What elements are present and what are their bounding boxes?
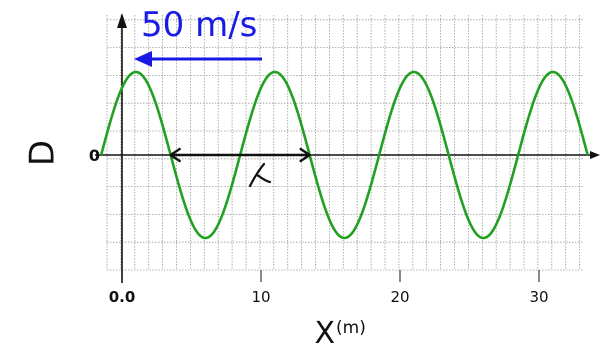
x-tick-marks	[121, 270, 540, 282]
y-zero-label: 0	[89, 146, 100, 165]
x-tick-label: 30	[529, 288, 548, 306]
wave-curve	[99, 70, 589, 240]
x-tick-labels: 0.0 10 20 30	[109, 288, 549, 306]
x-axis-label: X	[314, 316, 335, 347]
x-tick-label: 0.0	[109, 288, 136, 306]
speed-label: 50 m/s	[141, 5, 257, 45]
x-axis-unit: (m)	[336, 318, 366, 338]
speed-arrowhead	[134, 51, 152, 67]
lambda-symbol	[248, 162, 272, 188]
x-tick-label: 20	[390, 288, 409, 306]
y-axis-label: D	[23, 140, 63, 166]
grid	[106, 15, 584, 271]
x-axis-arrowhead	[590, 151, 600, 159]
x-tick-label: 10	[251, 288, 270, 306]
y-axis-arrowhead	[117, 13, 127, 28]
wavelength-arrow	[169, 147, 311, 163]
